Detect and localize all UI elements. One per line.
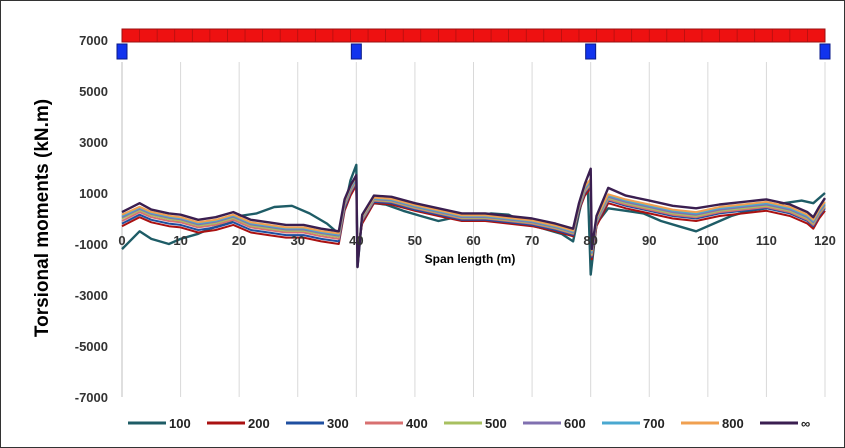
y-tick-label: -7000 <box>75 390 108 405</box>
support-2 <box>585 43 597 60</box>
legend-label-4: 400 <box>406 416 428 431</box>
x-tick-label: 110 <box>756 233 777 248</box>
legend: 100 200 300 400 500 600 700 800 ∞ <box>128 416 810 431</box>
series-line-8 <box>121 175 826 262</box>
series-lines <box>121 163 827 276</box>
legend-label-5: 500 <box>485 416 507 431</box>
y-tick-label: 7000 <box>79 33 108 48</box>
y-tick-label: -1000 <box>75 237 108 252</box>
x-tick-label: 40 <box>349 233 363 248</box>
series-line-2 <box>121 184 826 261</box>
legend-label-9: ∞ <box>801 416 810 431</box>
support-1 <box>350 43 362 60</box>
legend-label-2: 200 <box>248 416 270 431</box>
x-tick-label: 50 <box>408 233 422 248</box>
y-tick-labels: -7000 -5000 -3000 -1000 1000 3000 5000 7000 <box>75 33 108 405</box>
x-tick-label: 70 <box>525 233 539 248</box>
x-axis-title: Span length (m) <box>425 252 516 266</box>
series-line-3 <box>121 181 826 258</box>
x-tick-label: 100 <box>697 233 719 248</box>
support-0 <box>116 43 128 60</box>
x-tick-label: 0 <box>118 233 125 248</box>
y-tick-label: -3000 <box>75 288 108 303</box>
x-tick-label: 20 <box>232 233 246 248</box>
support-3 <box>819 43 831 60</box>
y-tick-label: -5000 <box>75 339 108 354</box>
x-tick-label: 60 <box>466 233 480 248</box>
y-tick-label: 1000 <box>79 186 108 201</box>
legend-label-8: 800 <box>722 416 744 431</box>
y-tick-label: 3000 <box>79 135 108 150</box>
legend-label-7: 700 <box>643 416 665 431</box>
legend-label-3: 300 <box>327 416 349 431</box>
x-tick-label: 80 <box>583 233 597 248</box>
legend-label-1: 100 <box>169 416 191 431</box>
x-tick-label: 120 <box>814 233 836 248</box>
x-tick-label: 30 <box>291 233 305 248</box>
y-axis-title: Torsional moments (kN.m) <box>32 99 53 337</box>
y-tick-label: 5000 <box>79 84 108 99</box>
x-tick-labels: 0 10 20 30 40 50 60 70 80 90 100 110 120 <box>118 233 835 248</box>
beam-diagram <box>116 28 831 60</box>
grid-lines <box>121 62 826 397</box>
x-tick-label: 10 <box>173 233 187 248</box>
x-tick-label: 90 <box>642 233 656 248</box>
series-line-9 <box>121 167 827 269</box>
legend-label-6: 600 <box>564 416 586 431</box>
